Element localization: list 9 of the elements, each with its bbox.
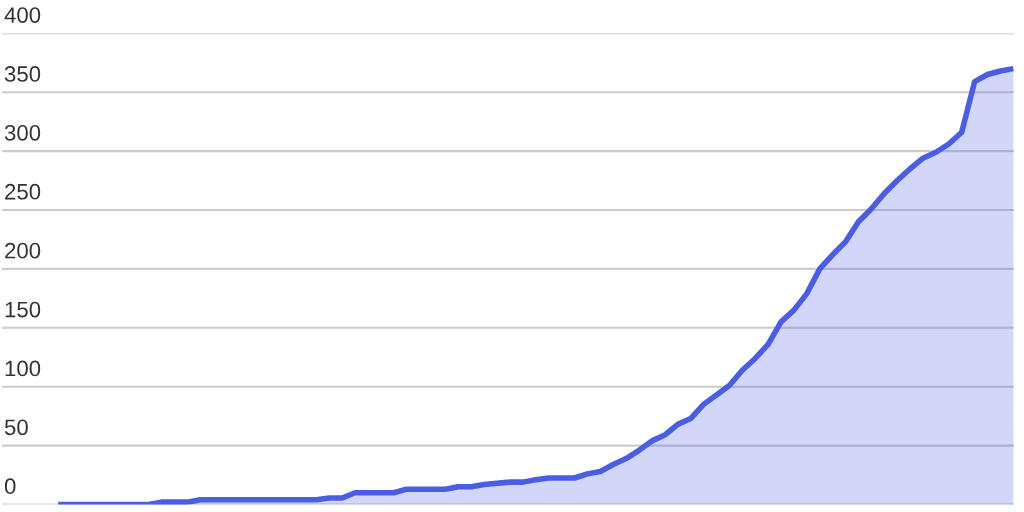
y-tick-label: 100 <box>5 360 41 377</box>
y-tick-label: 400 <box>4 7 41 23</box>
y-tick-label: 300 <box>4 124 41 141</box>
y-tick-label: 350 <box>4 66 41 82</box>
y-tick-label: 200 <box>5 242 41 259</box>
y-tick-label: 0 <box>4 478 16 495</box>
y-tick-label: 250 <box>5 183 41 200</box>
y-tick-label: 150 <box>5 301 41 318</box>
y-tick-label: 50 <box>4 419 28 436</box>
